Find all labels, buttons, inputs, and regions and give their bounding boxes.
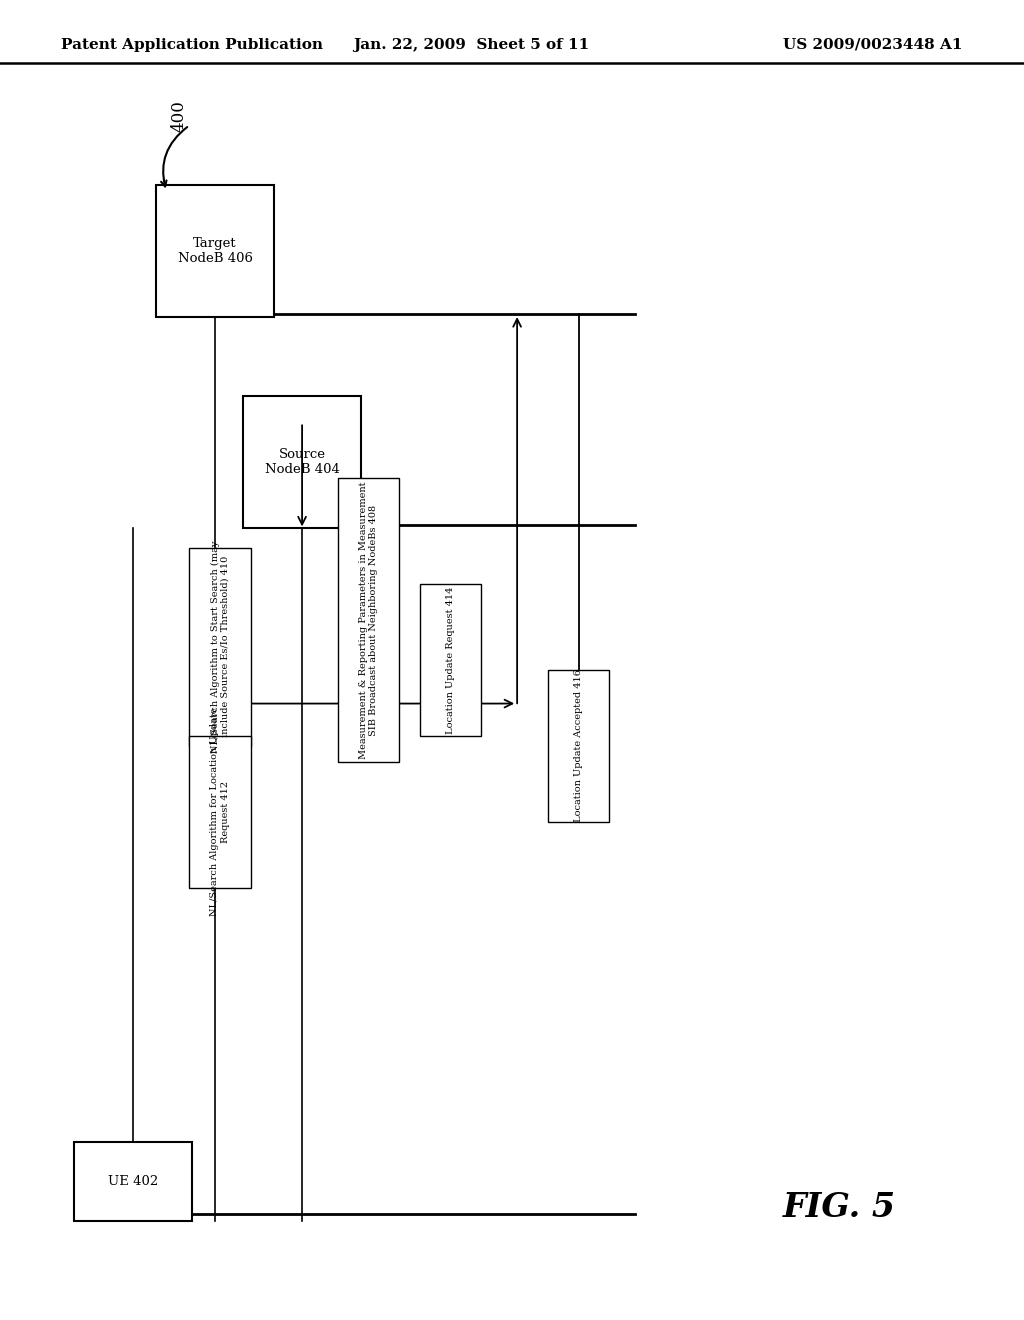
Bar bbox=[338, 479, 399, 762]
Text: US 2009/0023448 A1: US 2009/0023448 A1 bbox=[783, 38, 963, 51]
Text: NL/Search Algorithm to Start Search (may
include Source Es/Io Threshold) 410: NL/Search Algorithm to Start Search (may… bbox=[210, 541, 230, 752]
Text: FIG. 5: FIG. 5 bbox=[783, 1191, 896, 1225]
Bar bbox=[548, 671, 609, 821]
Text: Location Update Accepted 416: Location Update Accepted 416 bbox=[574, 669, 583, 822]
Text: Patent Application Publication: Patent Application Publication bbox=[61, 38, 324, 51]
Text: NL/Search Algorithm for Location Update
Request 412: NL/Search Algorithm for Location Update … bbox=[211, 708, 229, 916]
Bar bbox=[156, 185, 274, 317]
Bar bbox=[75, 1142, 193, 1221]
Text: 400: 400 bbox=[171, 100, 187, 132]
Bar bbox=[189, 737, 251, 887]
Text: UE 402: UE 402 bbox=[108, 1175, 159, 1188]
Text: Jan. 22, 2009  Sheet 5 of 11: Jan. 22, 2009 Sheet 5 of 11 bbox=[353, 38, 589, 51]
Bar bbox=[189, 548, 251, 746]
Bar bbox=[420, 583, 481, 737]
Text: Measurement & Reporting Parameters in Measurement
SIB Broadcast about Neighborin: Measurement & Reporting Parameters in Me… bbox=[359, 482, 378, 759]
Text: Source
NodeB 404: Source NodeB 404 bbox=[264, 447, 340, 477]
Bar bbox=[244, 396, 360, 528]
Text: Target
NodeB 406: Target NodeB 406 bbox=[177, 236, 253, 265]
Text: Location Update Request 414: Location Update Request 414 bbox=[446, 586, 455, 734]
